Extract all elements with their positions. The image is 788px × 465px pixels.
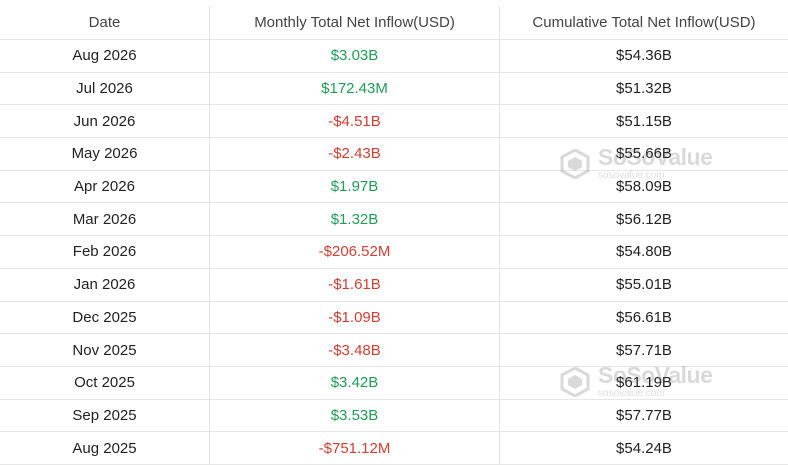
cell-date: Aug 2025 (0, 432, 210, 464)
cell-date: Jan 2026 (0, 268, 210, 301)
table-body: Aug 2026 $3.03B $54.36B Jul 2026 $172.43M $51… (0, 40, 788, 465)
cell-date: Sep 2025 (0, 399, 210, 432)
cell-date: Feb 2026 (0, 236, 210, 268)
table-row[interactable]: Aug 2026 $3.03B $54.36B (0, 40, 788, 73)
cell-monthly-net-inflow: -$1.09B (210, 301, 500, 334)
cell-cumulative-net-inflow: $58.09B (616, 178, 672, 196)
header-monthly-net-inflow[interactable]: Monthly Total Net Inflow(USD) (210, 6, 500, 39)
table-row[interactable]: Sep 2025 $3.53B $57.77B (0, 399, 788, 433)
table-row[interactable]: Jun 2026 -$4.51B $51.15B (0, 105, 788, 139)
cell-monthly-net-inflow: -$3.48B (210, 334, 500, 366)
table-row[interactable]: Jan 2026 -$1.61B $55.01B (0, 268, 788, 302)
cell-date: Oct 2025 (0, 366, 210, 399)
table-row[interactable]: Jul 2026 $172.43M $51.32B (0, 72, 788, 106)
cell-cumulative-net-inflow: $57.77B (616, 406, 672, 424)
cell-monthly-net-inflow: -$751.12M (210, 432, 500, 464)
cell-cumulative-net-inflow: $51.32B (616, 80, 672, 98)
cell-monthly-net-inflow: $3.53B (210, 399, 500, 432)
table-header-row: Date Monthly Total Net Inflow(USD) Cumul… (0, 6, 788, 40)
cell-cumulative-net-inflow: $56.61B (616, 308, 672, 326)
cell-date: Jul 2026 (0, 72, 210, 105)
header-date[interactable]: Date (0, 6, 210, 39)
cell-date: Nov 2025 (0, 334, 210, 366)
cell-cumulative-net-inflow: $54.36B (616, 47, 672, 65)
table-row[interactable]: Feb 2026 -$206.52M $54.80B (0, 236, 788, 269)
cell-monthly-net-inflow: -$4.51B (210, 105, 500, 138)
cell-date: Jun 2026 (0, 105, 210, 138)
header-cumulative-net-inflow[interactable]: Cumulative Total Net Inflow(USD) (532, 14, 756, 31)
table-row[interactable]: Nov 2025 -$3.48B $57.71B (0, 334, 788, 367)
cell-cumulative-net-inflow: $54.24B (616, 439, 672, 457)
cell-monthly-net-inflow: -$206.52M (210, 236, 500, 268)
cell-monthly-net-inflow: -$1.61B (210, 268, 500, 301)
cell-monthly-net-inflow: $172.43M (210, 72, 500, 105)
table-row[interactable]: Oct 2025 $3.42B $61.19B (0, 366, 788, 400)
net-inflow-table: Date Monthly Total Net Inflow(USD) Cumul… (0, 6, 788, 465)
cell-cumulative-net-inflow: $54.80B (616, 243, 672, 261)
cell-cumulative-net-inflow: $55.66B (616, 145, 672, 163)
cell-monthly-net-inflow: -$2.43B (210, 138, 500, 170)
cell-monthly-net-inflow: $3.42B (210, 366, 500, 399)
cell-date: Mar 2026 (0, 203, 210, 236)
cell-cumulative-net-inflow: $51.15B (616, 112, 672, 130)
cell-date: May 2026 (0, 138, 210, 170)
cell-date: Aug 2026 (0, 40, 210, 72)
table-row[interactable]: Apr 2026 $1.97B $58.09B (0, 170, 788, 204)
table-row[interactable]: Mar 2026 $1.32B $56.12B (0, 203, 788, 237)
cell-cumulative-net-inflow: $55.01B (616, 276, 672, 294)
cell-cumulative-net-inflow: $56.12B (616, 210, 672, 228)
cell-monthly-net-inflow: $1.97B (210, 170, 500, 203)
table-row[interactable]: Dec 2025 -$1.09B $56.61B (0, 301, 788, 335)
cell-cumulative-net-inflow: $61.19B (616, 374, 672, 392)
table-row[interactable]: May 2026 -$2.43B $55.66B (0, 138, 788, 171)
table-row[interactable]: Aug 2025 -$751.12M $54.24B (0, 432, 788, 465)
cell-monthly-net-inflow: $1.32B (210, 203, 500, 236)
cell-date: Apr 2026 (0, 170, 210, 203)
cell-cumulative-net-inflow: $57.71B (616, 341, 672, 359)
cell-date: Dec 2025 (0, 301, 210, 334)
cell-monthly-net-inflow: $3.03B (210, 40, 500, 72)
